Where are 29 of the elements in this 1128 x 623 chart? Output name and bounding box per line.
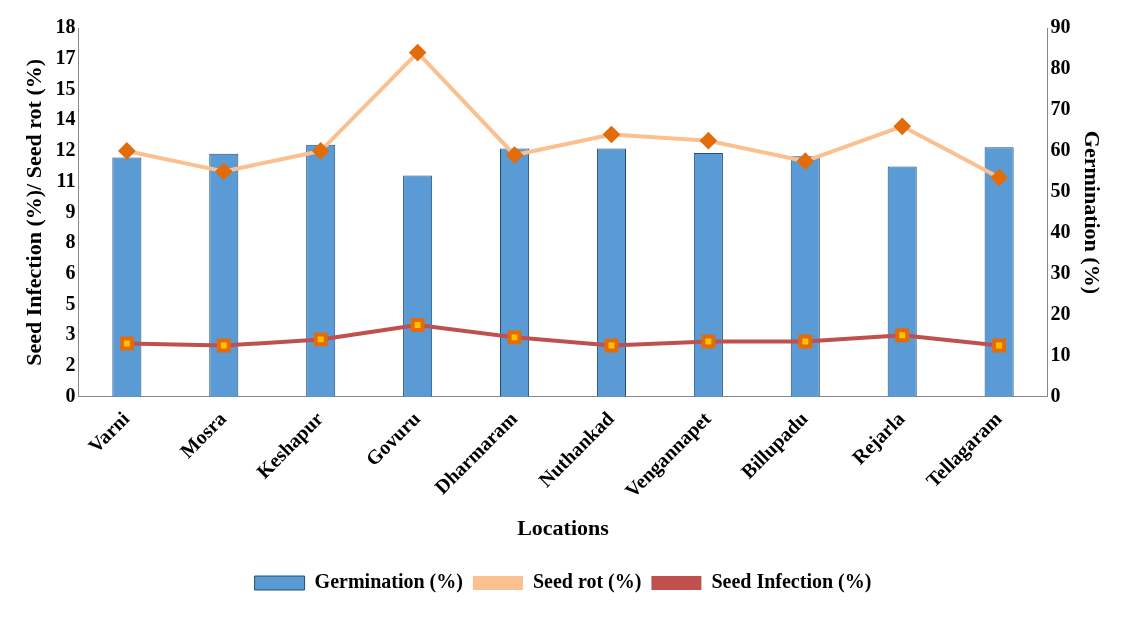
y2-tick-label: 10 — [1050, 342, 1071, 365]
y-tick-label: 17 — [55, 45, 76, 68]
y-tick-label: 15 — [55, 76, 76, 99]
y-tick-label: 18 — [55, 15, 76, 38]
y-tick-label: 14 — [55, 107, 76, 130]
y2-tick-label: 20 — [1050, 302, 1071, 324]
y-tick-label: 5 — [65, 291, 76, 314]
y2-tick-label: 70 — [1050, 97, 1071, 120]
legend-label: Seed rot (%) — [532, 570, 642, 594]
y2-tick-label: 90 — [1050, 15, 1071, 38]
y-tick-label: 9 — [65, 199, 76, 222]
y2-tick-label: 60 — [1050, 138, 1071, 161]
y2-tick-label: 40 — [1050, 220, 1071, 243]
y-tick-label: 3 — [65, 322, 76, 345]
y-axis-title: Seed Infection (%)/ Seed rot (%) — [20, 58, 46, 366]
legend-label: Germination (%) — [314, 570, 463, 594]
y-tick-label: 12 — [55, 138, 76, 161]
y-tick-label: 11 — [56, 168, 76, 191]
y2-tick-label: 50 — [1050, 179, 1071, 202]
y2-tick-label: 80 — [1050, 56, 1071, 79]
legend-label: Seed Infection (%) — [711, 570, 872, 594]
y2-tick-label: 30 — [1050, 261, 1071, 284]
y-tick-label: 8 — [65, 230, 76, 253]
x-axis-title: Locations — [517, 515, 610, 541]
y-tick-label: 2 — [65, 353, 76, 376]
y-tick-label: 0 — [65, 383, 76, 406]
y2-axis-title: Germination (%) — [1080, 130, 1106, 294]
y-tick-label: 6 — [65, 261, 76, 284]
y2-tick-label: 0 — [1050, 383, 1061, 406]
